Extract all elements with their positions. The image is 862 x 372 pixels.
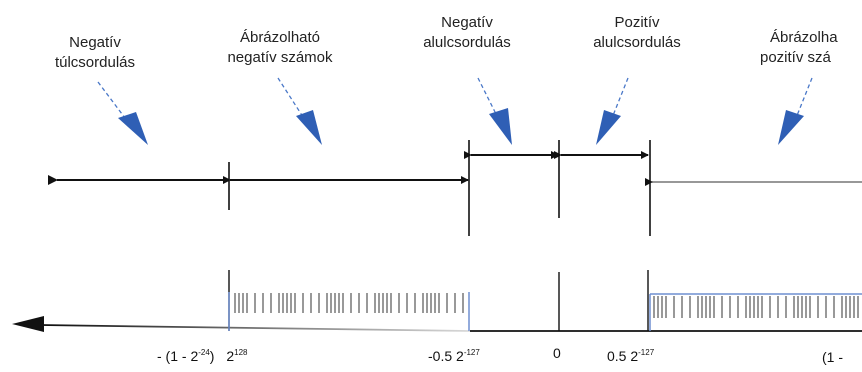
upper-boundaries (228, 140, 651, 236)
pointer-arrow-pos-under (596, 110, 621, 145)
axis-label-neg-max: - (1 - 2-24) 2128 (157, 348, 248, 364)
pointer-arrow-neg-under (489, 108, 512, 145)
upper-range-line (48, 151, 862, 186)
axis-label-neg-min: -0.5 2-127 (428, 348, 480, 364)
axis-label-zero: 0 (553, 345, 561, 361)
region-pointers (97, 77, 813, 145)
label-negative-overflow: Negatív túlcsordulás (54, 34, 136, 71)
lower-axis (12, 316, 862, 332)
positive-representable-band (558, 270, 862, 331)
pointer-arrow-neg-repr (296, 110, 322, 145)
label-positive-underflow: Pozitív alulcsordulás (593, 14, 681, 51)
pointer-arrow-pos-repr (778, 110, 804, 145)
label-positive-representable: Ábrázolha pozitív szá (760, 29, 838, 66)
axis-label-pos-max: (1 - (822, 349, 843, 365)
negative-representable-band (228, 270, 470, 331)
label-negative-representable: Ábrázolható negatív számok (227, 29, 333, 66)
label-negative-underflow: Negatív alulcsordulás (423, 14, 511, 51)
pointer-arrow-neg-overflow (118, 112, 148, 145)
axis-label-pos-min: 0.5 2-127 (607, 348, 655, 364)
